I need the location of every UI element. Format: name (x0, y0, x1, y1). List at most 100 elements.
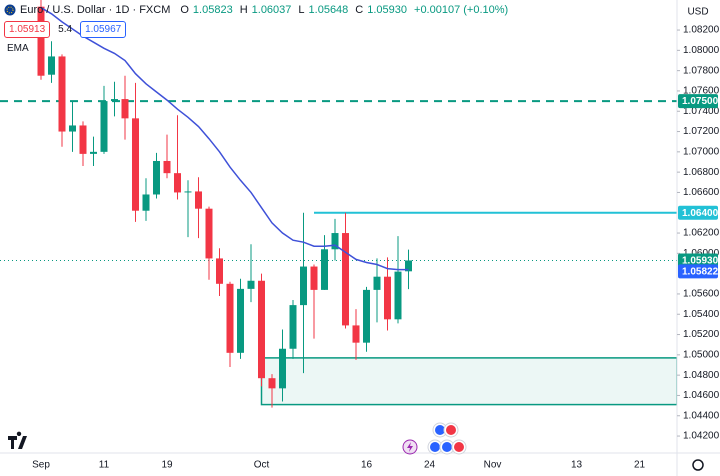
y-tick-label: 1.08200 (683, 25, 720, 36)
currency-label: USD (687, 7, 708, 18)
indicator-legend: EMA (7, 43, 29, 54)
candle-body (300, 266, 307, 306)
candle-body (289, 305, 297, 349)
y-tick-label: 1.08000 (683, 45, 720, 56)
price-box (678, 253, 718, 268)
candle-body (258, 280, 265, 379)
tv-logo (8, 431, 27, 449)
level-box (678, 94, 718, 109)
candle-body (268, 378, 276, 389)
tv-logo-shape (8, 431, 27, 449)
y-tick-label: 1.05000 (683, 349, 720, 360)
level-label: 1.07500 (682, 96, 719, 107)
y-tick-label: 1.05600 (683, 289, 720, 300)
candle-body (48, 56, 55, 75)
event-flag-inner (442, 442, 452, 452)
candle-body (69, 125, 76, 132)
y-tick-label: 1.06800 (683, 167, 720, 178)
x-tick-label: 16 (361, 460, 373, 471)
x-tick-label: 13 (571, 460, 583, 471)
ohlc-key: L (298, 4, 305, 16)
event-flag-inner (435, 425, 445, 435)
event-flag-inner (454, 442, 464, 452)
candle-body (184, 191, 192, 193)
candle-body (394, 271, 402, 320)
candle-body (142, 194, 150, 211)
candle-body (90, 151, 97, 154)
y-tick-label: 1.04200 (683, 431, 720, 442)
candle-body (37, 6, 45, 76)
candle-body (100, 101, 108, 152)
ohlc-value: 1.05648 (308, 4, 349, 16)
ohlc-value: 1.05823 (192, 4, 233, 16)
candle-body (174, 173, 181, 193)
x-tick-label: Nov (484, 460, 502, 471)
candle-body (342, 233, 349, 326)
y-tick-label: 1.04600 (683, 390, 720, 401)
level-label: 1.06400 (682, 208, 719, 219)
x-tick-label: 24 (424, 460, 436, 471)
price-change: +0.00107 (+0.10%) (414, 4, 509, 16)
y-tick-label: 1.07200 (683, 126, 720, 137)
event-flag-inner (430, 442, 440, 452)
event-flag-inner (446, 425, 456, 435)
demand-zone (260, 357, 678, 406)
symbol-title: Euro / U.S. Dollar · 1D · FXCM (20, 4, 171, 16)
ohlc-key: H (239, 4, 248, 16)
ohlc-key: C (355, 4, 364, 16)
candle-body (226, 283, 234, 353)
price-box (678, 264, 718, 279)
candle-body (132, 118, 139, 211)
candle-body (247, 280, 255, 289)
y-tick-label: 1.07000 (683, 146, 720, 157)
spread: 5.4 (58, 24, 73, 35)
candle-body (195, 191, 202, 209)
candle-body (331, 233, 339, 250)
candle-body (384, 276, 391, 320)
candle-body (279, 348, 286, 389)
price-label: 1.05822 (682, 267, 719, 278)
candle-body (352, 325, 360, 343)
candle-body (216, 258, 223, 284)
y-tick-label: 1.04400 (683, 410, 720, 421)
header: Euro / U.S. Dollar · 1D · FXCM O 1.05823 H… (4, 4, 511, 16)
ema-line (40, 7, 409, 271)
price-label: 1.05930 (682, 256, 719, 267)
candle-body (363, 289, 370, 343)
price-axis-bg (677, 0, 720, 476)
ask-price[interactable]: 1.05967 (80, 21, 127, 38)
y-tick-label: 1.07800 (683, 65, 720, 76)
event-bolt (407, 442, 413, 452)
candle-body (205, 208, 213, 259)
bid-price[interactable]: 1.05913 (4, 21, 51, 38)
y-tick-label: 1.05200 (683, 329, 720, 340)
x-tick-label: 19 (161, 460, 173, 471)
x-tick-label: 21 (634, 460, 646, 471)
y-tick-label: 1.06200 (683, 228, 720, 239)
candle-body (58, 56, 66, 132)
candle-body (373, 276, 381, 290)
candle-body (405, 260, 412, 272)
candle-body (310, 266, 318, 290)
y-tick-label: 1.04800 (683, 370, 720, 381)
candle-body (163, 160, 171, 174)
y-tick-label: 1.06600 (683, 187, 720, 198)
ohlc-value: 1.06037 (251, 4, 292, 16)
candle-body (111, 99, 118, 102)
candle-body (237, 288, 244, 353)
x-tick-label: 11 (99, 460, 110, 471)
quote-row: 1.05913 5.4 1.05967 (4, 21, 127, 38)
settings-icon[interactable] (692, 459, 704, 471)
candle-body (153, 160, 160, 195)
candle-body (79, 125, 87, 154)
level-box (678, 205, 718, 220)
candle-body (321, 249, 328, 290)
y-tick-label: 1.07400 (683, 106, 720, 117)
y-tick-label: 1.07600 (683, 86, 720, 97)
ohlc-value: 1.05930 (367, 4, 408, 16)
symbol-icon (4, 4, 16, 16)
candle-body (121, 99, 129, 119)
y-tick-label: 1.05400 (683, 309, 720, 320)
